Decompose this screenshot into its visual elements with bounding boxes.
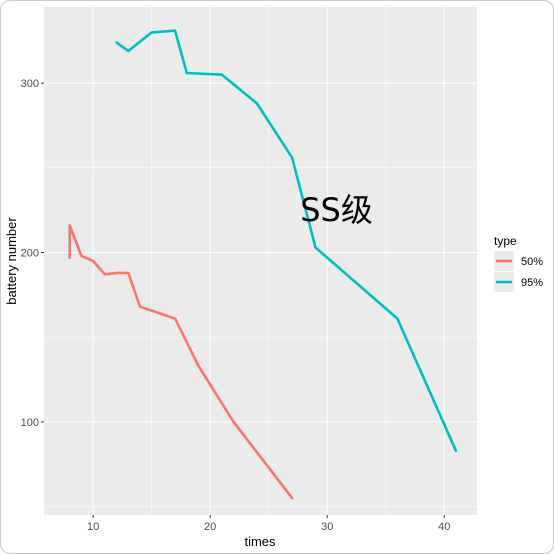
y-tick-label: 100 bbox=[21, 417, 39, 429]
x-tick-label: 10 bbox=[87, 521, 99, 533]
legend-label-50%: 50% bbox=[521, 256, 543, 268]
legend: type 50% 95% bbox=[494, 234, 543, 292]
legend-label-95%: 95% bbox=[521, 277, 543, 289]
series-line-50% bbox=[68, 224, 294, 500]
series-line-95% bbox=[115, 29, 458, 453]
axis-ticks: 10 20 30 40 100 200 300 bbox=[21, 78, 451, 533]
y-tick-label: 200 bbox=[21, 248, 39, 260]
legend-title: type bbox=[494, 234, 517, 248]
annotation-text: SS级 bbox=[300, 191, 373, 229]
y-axis-title: battery number bbox=[4, 217, 19, 305]
x-axis-title: times bbox=[244, 534, 276, 549]
x-tick-label: 20 bbox=[204, 521, 216, 533]
x-tick-label: 30 bbox=[321, 521, 333, 533]
y-tick-label: 300 bbox=[21, 78, 39, 90]
series-lines bbox=[68, 29, 458, 500]
plot-panel bbox=[44, 7, 477, 515]
gridlines bbox=[44, 7, 477, 515]
x-tick-label: 40 bbox=[438, 521, 450, 533]
